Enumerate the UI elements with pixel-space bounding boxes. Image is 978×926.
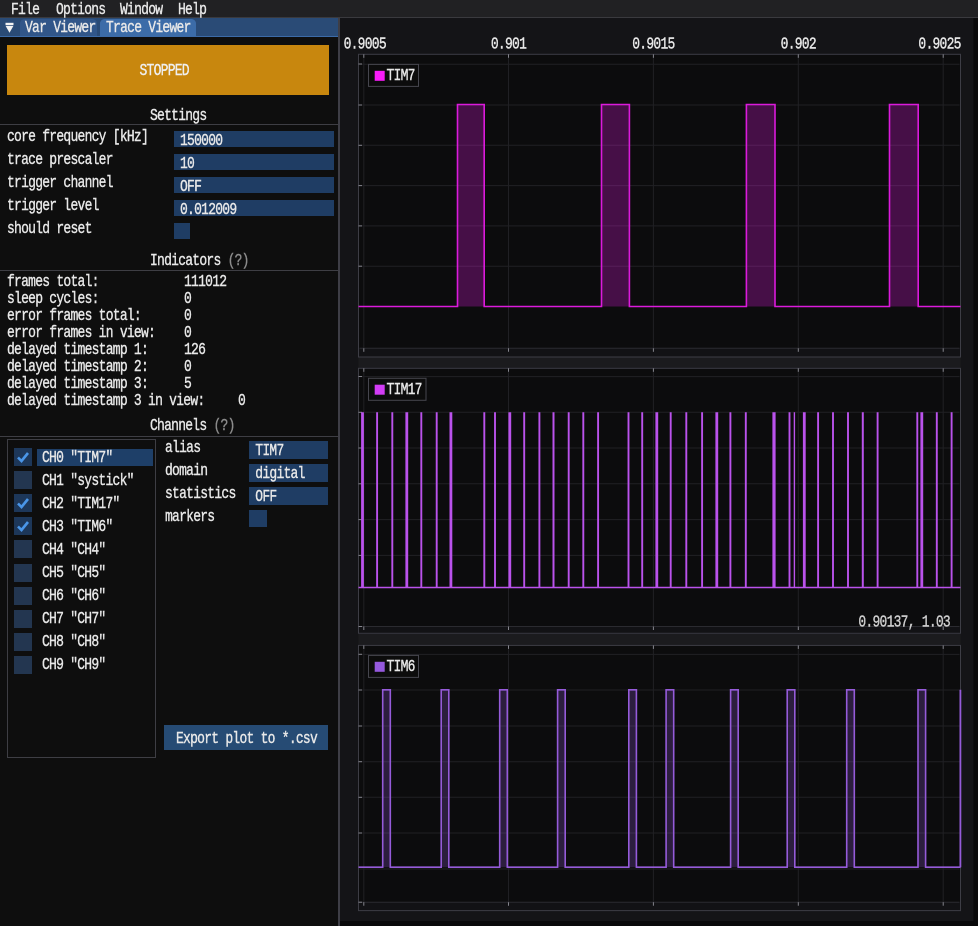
- svg-text:0.9005: 0.9005: [344, 36, 386, 54]
- svg-text:TIM7: TIM7: [387, 68, 415, 86]
- svg-text:0.901: 0.901: [491, 36, 527, 54]
- svg-text:0.9025: 0.9025: [918, 36, 960, 54]
- svg-text:TIM17: TIM17: [387, 382, 422, 400]
- svg-text:0.90137, 1.03: 0.90137, 1.03: [858, 614, 950, 632]
- svg-text:0.902: 0.902: [781, 36, 816, 54]
- svg-text:0.9015: 0.9015: [632, 36, 674, 54]
- svg-text:TIM6: TIM6: [387, 659, 415, 677]
